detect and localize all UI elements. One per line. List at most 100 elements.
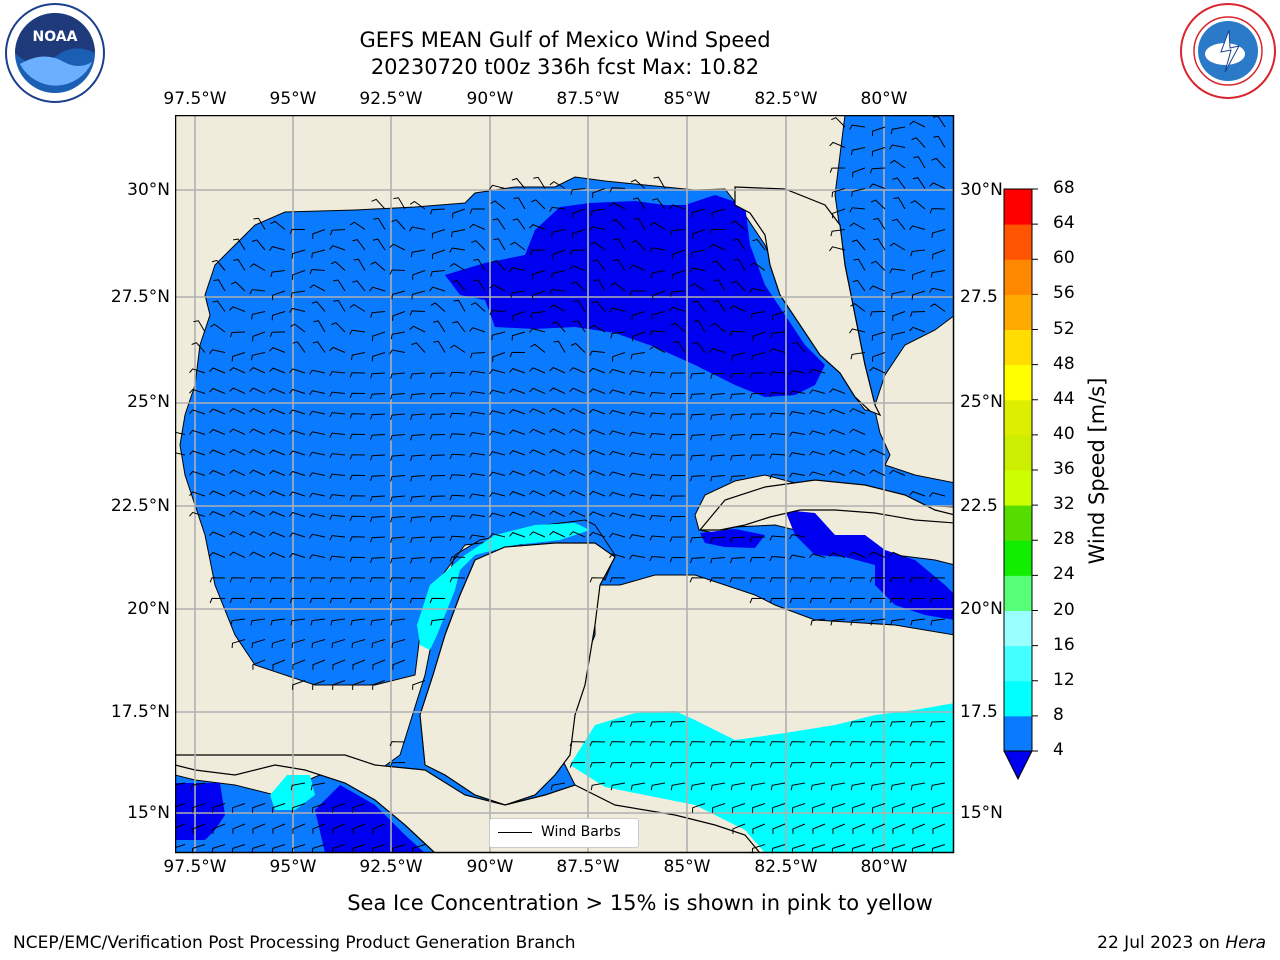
wind-barb [249,263,266,271]
wind-barb [849,408,866,415]
wind-barb [709,762,726,768]
lat-label-right: 30°N [960,180,1003,200]
colorbar-segment [1004,610,1032,647]
wind-barb [389,349,406,355]
wind-barb [212,300,226,312]
wind-barb [632,331,646,342]
wind-barb [769,412,786,418]
wind-barb [649,741,666,747]
wind-barb [871,331,886,341]
wind-field-8-12-caribbean [570,703,954,853]
wind-barb [909,225,926,231]
colorbar-tick-label: 4 [1053,740,1064,760]
wind-barb [453,299,466,312]
wind-barb [710,536,726,544]
wind-barb [349,577,366,583]
wind-barb [349,454,366,460]
wind-barb [573,299,586,312]
wind-barb [671,249,686,260]
wind-barb [609,307,626,313]
wind-barb [311,844,326,854]
colorbar-segment [1004,505,1032,541]
wind-barb [869,597,886,604]
wind-barb [410,495,426,502]
wind-barb [609,553,626,559]
wind-barb [272,659,286,670]
colorbar-segment [1004,259,1032,295]
wind-barb [352,239,366,251]
wind-barb [869,762,886,768]
wind-barb [849,328,866,334]
wind-barb [175,782,186,786]
wind-barb [350,352,366,361]
wind-barb [229,367,246,374]
wind-barb [409,226,426,232]
wind-barb [509,368,526,374]
wind-barb [792,823,806,834]
lat-label-right: 17.5 [960,702,998,722]
wind-barb [429,454,446,461]
wind-barb [553,340,566,353]
wind-barb [912,177,926,189]
wind-barb [289,597,306,604]
wind-barb [189,409,206,415]
wind-barb [589,226,606,232]
wind-barb [411,844,426,854]
wind-barb [309,268,326,275]
wind-barb [430,302,446,312]
wind-barb [630,179,646,189]
wind-barb [730,413,746,420]
wind-barb [649,453,666,459]
wind-barb [370,413,386,420]
wind-speed-map [175,115,955,854]
wind-barb [289,450,306,456]
wind-barb [529,469,546,476]
wind-barb [530,343,546,353]
colorbar-under-triangle [1003,750,1033,781]
wind-barb [233,258,246,271]
wind-barb [609,721,626,727]
wind-barb [229,428,246,435]
wind-barb [690,536,706,543]
wind-barb [289,552,306,558]
wind-barb [569,531,586,538]
wind-barb [649,247,666,253]
wind-barb [272,290,286,301]
wind-barb [812,823,826,834]
colorbar [1003,188,1038,781]
wind-barb [871,844,886,854]
wind-barb [929,597,946,604]
wind-barb [911,290,926,300]
wind-barb [209,387,226,394]
wind-barb [649,555,666,562]
colorbar-tick-label: 48 [1053,353,1075,374]
wind-barb [789,554,806,560]
wind-barb [272,803,286,813]
wind-barb [790,782,806,791]
lon-label-top: 92.5°W [359,89,423,109]
wind-barb [809,577,826,583]
wind-barb [772,803,786,813]
wind-barb [832,208,846,219]
wind-barb [849,222,866,230]
wind-barb [730,434,746,441]
wind-barb [469,513,486,520]
wind-barb [489,533,506,539]
wind-barb [429,516,446,522]
wind-barb [629,513,646,519]
wind-barb [550,782,566,791]
footer-machine: Hera [1225,933,1266,953]
wind-barb [889,268,906,274]
wind-barb [311,301,326,312]
wind-barb [175,844,186,849]
wind-barb [609,368,626,374]
wind-barb [569,741,586,747]
wind-barb [809,450,826,456]
wind-barb [212,823,226,834]
wind-barb [449,392,466,398]
wind-barb [832,823,846,834]
wind-barb [831,844,846,854]
lon-label-bottom: 97.5°W [163,857,227,877]
wind-barb [849,124,866,130]
wind-barb [872,803,886,813]
